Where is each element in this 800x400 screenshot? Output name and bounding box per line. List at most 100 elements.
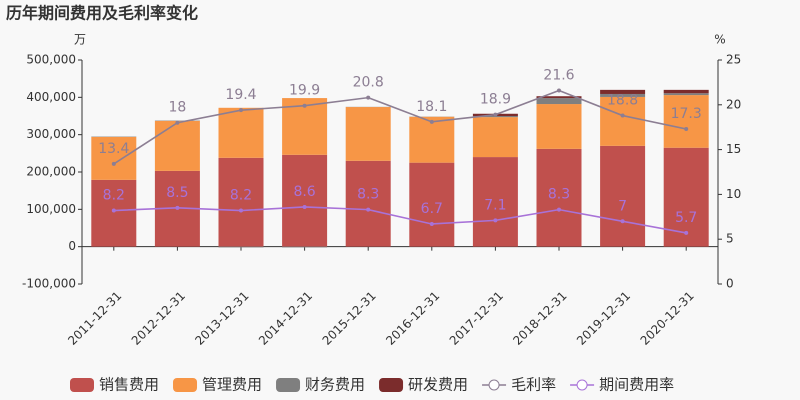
bar (91, 179, 137, 247)
bar (600, 93, 646, 97)
data-label: 8.3 (357, 187, 379, 203)
legend-marker (576, 379, 588, 391)
bar (536, 148, 582, 247)
data-label: 7 (618, 198, 627, 214)
line-point (620, 219, 625, 224)
line-point (175, 120, 180, 125)
bar (409, 162, 455, 247)
data-label: 19.9 (289, 83, 320, 99)
x-tick-label: 2016-12-31 (383, 289, 442, 348)
data-label: 8.5 (166, 185, 188, 201)
x-tick-label: 2011-12-31 (65, 289, 124, 348)
data-label: 8.3 (548, 187, 570, 203)
line (113, 206, 687, 234)
legend-label: 期间费用率 (599, 376, 674, 394)
y2-tick-label: 5 (726, 232, 734, 246)
bar (536, 96, 582, 99)
line-point (429, 119, 434, 124)
legend-label: 财务费用 (305, 376, 365, 394)
line-point (684, 126, 689, 131)
data-label: 6.7 (421, 201, 443, 217)
legend-marker (488, 379, 500, 391)
line-point (684, 230, 689, 235)
x-tick-label: 2020-12-31 (638, 289, 697, 348)
y2-tick-label: 20 (726, 97, 741, 111)
line-point (239, 208, 243, 213)
data-label: 18.1 (416, 99, 447, 115)
data-label: 21.6 (543, 67, 574, 83)
line-point (366, 207, 371, 212)
chart-title: 历年期间费用及毛利率变化 (6, 4, 198, 23)
y-tick-label: 100,000 (26, 202, 76, 216)
data-label: 18.8 (607, 93, 638, 109)
data-label: 13.4 (98, 141, 129, 157)
bar (218, 246, 264, 248)
y-tick-label: -100,000 (22, 277, 76, 291)
y-unit: 万 (74, 33, 86, 47)
y2-tick-label: 25 (726, 53, 741, 67)
x-tick-label: 2019-12-31 (574, 289, 633, 348)
x-tick-label: 2012-12-31 (129, 289, 188, 348)
data-label: 20.8 (353, 75, 384, 91)
bar (282, 154, 328, 247)
bar (409, 116, 455, 163)
y-tick-label: 500,000 (26, 53, 76, 67)
line-point (302, 204, 307, 209)
data-label: 5.7 (675, 210, 697, 226)
bar (536, 104, 582, 149)
data-label: 8.2 (103, 188, 125, 204)
line-point (493, 112, 498, 117)
legend-label: 销售费用 (99, 376, 159, 394)
data-label: 18 (168, 100, 186, 116)
y-tick-label: 0 (68, 239, 76, 253)
line-point (111, 208, 116, 213)
bar (663, 95, 709, 148)
line-point (239, 108, 243, 113)
x-tick-label: 2013-12-31 (192, 289, 251, 348)
line-point (557, 207, 561, 212)
y-tick-label: 400,000 (26, 90, 76, 104)
legend-swatch (276, 378, 301, 392)
bar (218, 107, 264, 158)
data-label: 17.3 (671, 106, 702, 122)
data-label: 8.6 (293, 184, 315, 200)
bar (472, 157, 518, 247)
bar (154, 120, 200, 171)
bar (600, 89, 646, 94)
bar (282, 246, 328, 248)
y-tick-label: 200,000 (26, 165, 76, 179)
bar (536, 98, 582, 105)
legend-swatch (173, 378, 198, 392)
y2-tick-label: 10 (726, 187, 741, 201)
line-point (429, 221, 434, 226)
bar (91, 136, 137, 180)
x-tick-label: 2015-12-31 (320, 289, 379, 348)
line-point (302, 103, 307, 108)
data-label: 7.1 (484, 197, 506, 213)
x-tick-label: 2017-12-31 (447, 289, 506, 348)
y2-unit: % (714, 33, 725, 47)
bar (218, 157, 264, 247)
data-label: 18.9 (480, 92, 511, 108)
bar (600, 145, 646, 247)
data-label: 19.4 (225, 87, 256, 103)
y2-tick-label: 0 (726, 277, 734, 291)
bar (663, 89, 709, 94)
bar (472, 117, 518, 158)
y2-tick-label: 15 (726, 142, 741, 156)
legend-swatch (379, 378, 404, 392)
x-tick-label: 2014-12-31 (256, 289, 315, 348)
line-point (111, 161, 116, 166)
bar (345, 107, 391, 161)
line-point (366, 95, 371, 100)
legend-label: 管理费用 (202, 376, 262, 394)
legend-label: 研发费用 (408, 376, 468, 394)
line (113, 89, 687, 165)
legend-swatch (70, 378, 94, 392)
line-point (493, 218, 498, 223)
bar (345, 160, 391, 247)
line-point (175, 205, 180, 210)
line-point (620, 113, 625, 118)
line-point (557, 88, 561, 93)
